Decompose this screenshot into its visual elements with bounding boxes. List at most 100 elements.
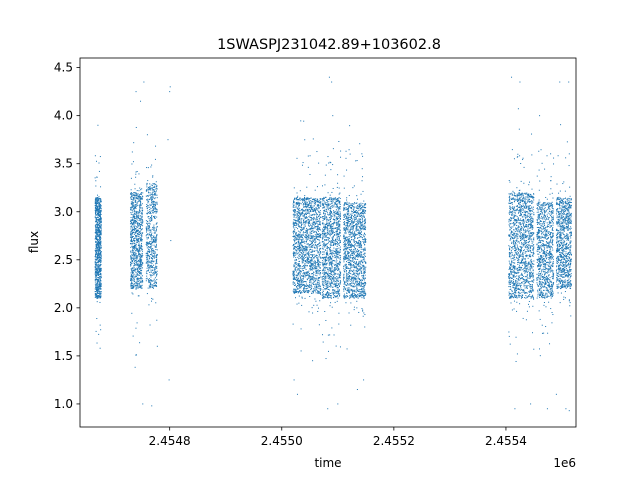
data-point — [99, 324, 101, 326]
data-point — [130, 207, 132, 209]
data-point — [338, 291, 340, 293]
data-point — [323, 218, 325, 220]
data-point — [138, 235, 140, 237]
data-point — [142, 262, 144, 264]
data-point — [313, 214, 315, 216]
data-point — [335, 201, 337, 203]
data-point — [137, 277, 139, 279]
data-point — [96, 237, 98, 239]
data-point — [139, 270, 141, 272]
data-point — [327, 156, 329, 158]
data-point — [96, 176, 98, 178]
data-point — [148, 218, 150, 220]
data-point — [336, 203, 338, 205]
data-point — [95, 232, 97, 234]
data-point — [150, 285, 152, 287]
data-point — [138, 197, 140, 199]
data-point — [98, 278, 100, 280]
data-point — [331, 244, 333, 246]
data-point — [99, 291, 101, 293]
data-point — [149, 271, 151, 273]
data-point — [337, 283, 339, 285]
data-point — [99, 265, 101, 267]
data-point — [134, 209, 136, 211]
data-point — [337, 207, 339, 209]
data-point — [317, 221, 319, 223]
data-point — [129, 193, 131, 195]
data-point — [331, 202, 333, 204]
data-point — [139, 286, 141, 288]
data-point — [134, 366, 136, 368]
data-point — [339, 206, 341, 208]
data-point — [98, 288, 100, 290]
data-point — [320, 198, 322, 200]
data-point — [311, 207, 313, 209]
data-point — [312, 288, 314, 290]
data-point — [292, 214, 294, 216]
data-point — [304, 232, 306, 234]
data-point — [139, 204, 141, 206]
data-point — [137, 283, 139, 285]
data-point — [313, 205, 315, 207]
data-point — [327, 192, 329, 194]
data-point — [335, 251, 337, 253]
data-point — [134, 248, 136, 250]
data-point — [336, 234, 338, 236]
data-point — [322, 248, 324, 250]
data-point — [316, 249, 318, 251]
data-point — [147, 212, 149, 214]
data-point — [304, 197, 306, 199]
data-point — [323, 216, 325, 218]
data-point — [329, 194, 331, 196]
data-point — [135, 281, 137, 283]
data-point — [308, 208, 310, 210]
data-point — [134, 276, 136, 278]
data-point — [97, 271, 99, 273]
data-point — [331, 197, 333, 199]
data-point — [136, 268, 138, 270]
data-point — [153, 216, 155, 218]
data-point — [334, 272, 336, 274]
data-point — [293, 236, 295, 238]
data-point — [156, 216, 158, 218]
data-point — [147, 199, 149, 201]
data-point — [139, 260, 141, 262]
data-point — [152, 187, 154, 189]
data-point — [139, 265, 141, 267]
data-point — [330, 208, 332, 210]
data-point — [322, 260, 324, 262]
data-point — [131, 233, 133, 235]
data-point — [339, 277, 341, 279]
data-point — [98, 275, 100, 277]
data-point — [318, 259, 320, 261]
data-point — [336, 238, 338, 240]
data-point — [294, 246, 296, 248]
data-point — [305, 248, 307, 250]
data-point — [332, 253, 334, 255]
data-point — [300, 218, 302, 220]
data-point — [150, 282, 152, 284]
data-point — [331, 204, 333, 206]
data-point — [332, 249, 334, 251]
data-point — [313, 208, 315, 210]
data-point — [297, 243, 299, 245]
data-point — [100, 269, 102, 271]
data-point — [140, 221, 142, 223]
data-point — [337, 224, 339, 226]
data-point — [332, 290, 334, 292]
data-point — [98, 198, 100, 200]
data-point — [155, 241, 157, 243]
data-point — [293, 248, 295, 250]
data-point — [330, 269, 332, 271]
data-point — [303, 240, 305, 242]
data-point — [324, 244, 326, 246]
data-point — [293, 219, 295, 221]
data-point — [152, 202, 154, 204]
data-point — [332, 199, 334, 201]
data-point — [155, 243, 157, 245]
data-point — [298, 224, 300, 226]
data-point — [318, 251, 320, 253]
data-point — [130, 231, 132, 233]
data-point — [315, 274, 317, 276]
data-point — [319, 253, 321, 255]
